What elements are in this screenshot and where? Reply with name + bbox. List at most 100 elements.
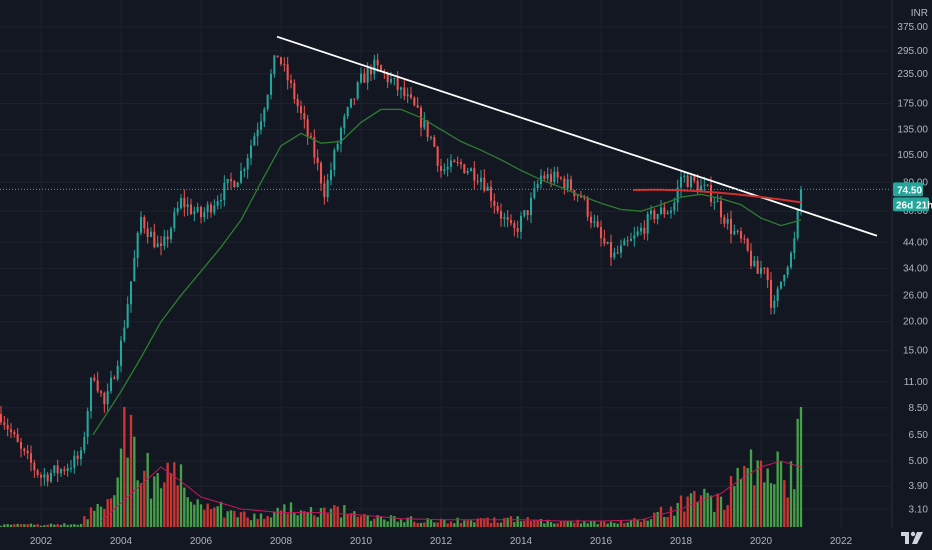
candle-body (299, 106, 303, 114)
candle-body (669, 210, 673, 213)
candle-body (206, 204, 209, 213)
volume-bar (423, 522, 426, 527)
volume-bar (536, 519, 539, 527)
time-tick-label: 2018 (670, 536, 693, 547)
candle-body (59, 469, 63, 474)
volume-bar (279, 510, 283, 527)
volume-bar (249, 520, 253, 527)
volume-bar (256, 518, 259, 527)
candle-body (633, 235, 636, 239)
volume-bar (406, 517, 409, 527)
candle-body (699, 185, 703, 192)
volume-bar (283, 504, 286, 527)
volume-bar (159, 488, 163, 527)
candle-body (786, 267, 789, 275)
volume-bar (66, 524, 69, 527)
trendline-drawing[interactable] (276, 35, 878, 237)
candle-body (119, 340, 123, 366)
candle-body (776, 288, 779, 301)
price-axis-panel[interactable] (892, 0, 932, 528)
resistance-curve-drawing[interactable] (632, 188, 802, 204)
volume-bar (43, 525, 46, 527)
volume-bar (633, 518, 636, 527)
volume-bar (506, 517, 509, 527)
volume-bar (666, 516, 669, 527)
volume-bar (426, 518, 429, 527)
candle-body (189, 204, 193, 214)
volume-bar (199, 504, 203, 527)
volume-bar (183, 487, 186, 527)
candle-body (433, 137, 436, 147)
candle-body (506, 217, 509, 221)
volume-bar (96, 503, 99, 527)
candle-body (13, 432, 16, 435)
volume-bar (669, 506, 673, 527)
volume-bar (539, 519, 543, 527)
volume-bar (359, 516, 363, 527)
candle-body (139, 217, 143, 233)
volume-bar (446, 523, 449, 527)
candle-body (79, 450, 83, 460)
volume-bar (109, 498, 113, 527)
price-tick-label: 34.00 (903, 263, 928, 274)
candle-body (96, 380, 99, 392)
price-tick-label: 15.00 (903, 346, 928, 357)
candle-body (796, 209, 799, 239)
volume-bar (776, 451, 779, 527)
volume-bar (286, 513, 289, 527)
volume-bar (99, 506, 103, 527)
volume-bar (586, 523, 589, 527)
candle-body (293, 82, 296, 99)
volume-bar (403, 522, 406, 527)
candle-body (269, 73, 273, 95)
volume-bar (23, 524, 26, 527)
volume-bar (599, 520, 603, 527)
candle-body (589, 216, 593, 223)
volume-bar (476, 518, 479, 527)
candle-body (56, 465, 59, 474)
candle-body (563, 178, 566, 189)
volume-bar (129, 414, 133, 527)
candle-body (259, 121, 263, 130)
time-tick-label: 2004 (110, 536, 133, 547)
volume-bar (619, 520, 623, 527)
volume-bar (463, 520, 466, 527)
candle-body (29, 453, 33, 463)
time-tick-label: 2006 (190, 536, 213, 547)
volume-bar (396, 521, 399, 527)
volume-bar (169, 472, 173, 527)
volume-bar (229, 510, 233, 527)
volume-bar (303, 511, 306, 527)
volume-bar (769, 483, 773, 527)
tradingview-logo-icon[interactable] (900, 528, 926, 546)
candle-body (93, 377, 96, 381)
candle-body (519, 215, 523, 232)
candle-body (493, 200, 496, 206)
volume-bar (343, 505, 346, 527)
candle-body (356, 82, 359, 99)
volume-bar (416, 523, 419, 527)
price-tick-label: 11.00 (904, 377, 929, 388)
volume-bar (543, 523, 546, 527)
candle-body (316, 157, 319, 164)
candle-body (303, 113, 306, 120)
volume-bar (46, 524, 49, 527)
volume-bar (433, 522, 436, 527)
candle-body (209, 204, 213, 213)
candle-body (349, 98, 353, 108)
volume-bar (526, 517, 529, 527)
price-tick-label: 20.00 (903, 317, 928, 328)
volume-bar (276, 507, 279, 527)
volume-bar (149, 498, 153, 527)
price-tick-label: 375.00 (897, 22, 928, 33)
candle-body (719, 201, 723, 218)
volume-bar (219, 501, 223, 527)
candle-body (193, 211, 196, 214)
volume-bar (439, 518, 443, 527)
candle-body (273, 55, 276, 74)
volume-bar (296, 515, 299, 527)
candle-body (113, 377, 116, 379)
volume-bar (69, 524, 73, 527)
volume-bar (209, 509, 213, 527)
